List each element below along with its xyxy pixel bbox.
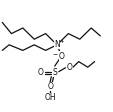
Text: N: N [54, 40, 59, 49]
Text: OH: OH [44, 93, 55, 102]
Text: O: O [66, 63, 72, 72]
Text: S: S [52, 68, 57, 77]
Text: −: − [52, 52, 57, 57]
Text: O: O [47, 82, 53, 91]
Text: O: O [38, 68, 44, 77]
Text: O: O [58, 52, 64, 60]
Text: +: + [59, 39, 63, 44]
